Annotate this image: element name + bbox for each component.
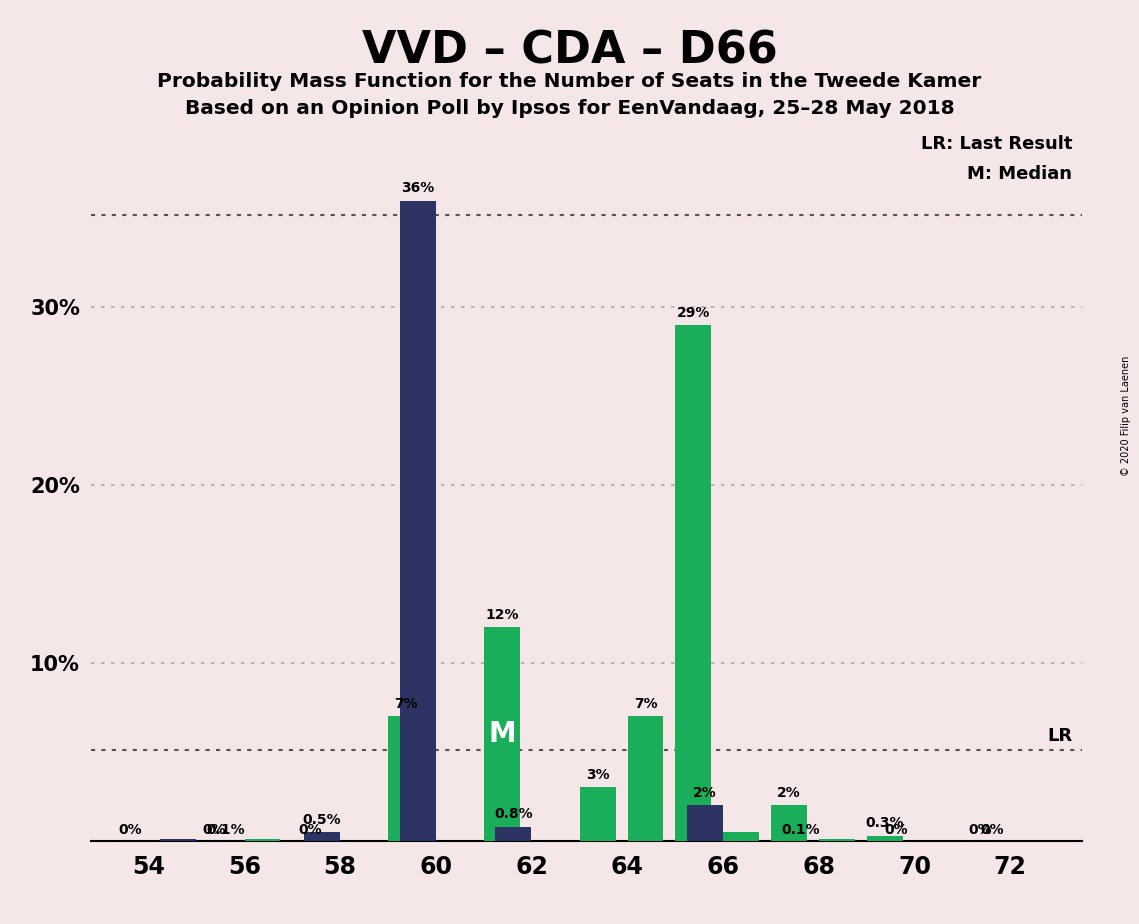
Bar bbox=[675, 325, 711, 841]
Bar bbox=[771, 806, 808, 841]
Text: 0.3%: 0.3% bbox=[866, 816, 904, 830]
Text: LR: LR bbox=[1048, 727, 1073, 745]
Bar bbox=[304, 832, 339, 841]
Bar bbox=[580, 787, 615, 841]
Text: 0%: 0% bbox=[981, 823, 1003, 837]
Bar bbox=[245, 839, 280, 841]
Text: 2%: 2% bbox=[777, 786, 801, 800]
Text: 0.5%: 0.5% bbox=[303, 812, 342, 827]
Text: 0%: 0% bbox=[969, 823, 992, 837]
Text: 7%: 7% bbox=[633, 697, 657, 711]
Bar bbox=[161, 839, 196, 841]
Text: 7%: 7% bbox=[394, 697, 418, 711]
Text: 0.1%: 0.1% bbox=[207, 823, 245, 837]
Text: 12%: 12% bbox=[485, 608, 518, 622]
Text: 0.8%: 0.8% bbox=[494, 808, 533, 821]
Bar bbox=[388, 716, 424, 841]
Text: VVD – CDA – D66: VVD – CDA – D66 bbox=[361, 30, 778, 73]
Text: © 2020 Filip van Laenen: © 2020 Filip van Laenen bbox=[1121, 356, 1131, 476]
Text: Based on an Opinion Poll by Ipsos for EenVandaag, 25–28 May 2018: Based on an Opinion Poll by Ipsos for Ee… bbox=[185, 99, 954, 118]
Text: Probability Mass Function for the Number of Seats in the Tweede Kamer: Probability Mass Function for the Number… bbox=[157, 72, 982, 91]
Text: 3%: 3% bbox=[585, 768, 609, 782]
Text: 0%: 0% bbox=[203, 823, 227, 837]
Text: 0%: 0% bbox=[118, 823, 142, 837]
Bar bbox=[867, 835, 903, 841]
Bar bbox=[723, 832, 760, 841]
Bar bbox=[484, 627, 519, 841]
Bar bbox=[819, 839, 855, 841]
Bar bbox=[400, 201, 435, 841]
Text: M: M bbox=[487, 720, 516, 748]
Text: M: Median: M: Median bbox=[967, 164, 1073, 183]
Text: 0.1%: 0.1% bbox=[781, 823, 820, 837]
Text: 29%: 29% bbox=[677, 306, 710, 320]
Text: 36%: 36% bbox=[401, 181, 434, 195]
Bar bbox=[628, 716, 663, 841]
Text: 2%: 2% bbox=[693, 786, 716, 800]
Text: LR: Last Result: LR: Last Result bbox=[921, 135, 1073, 152]
Text: 0%: 0% bbox=[885, 823, 908, 837]
Bar bbox=[495, 827, 531, 841]
Text: 0%: 0% bbox=[298, 823, 322, 837]
Bar bbox=[687, 806, 723, 841]
